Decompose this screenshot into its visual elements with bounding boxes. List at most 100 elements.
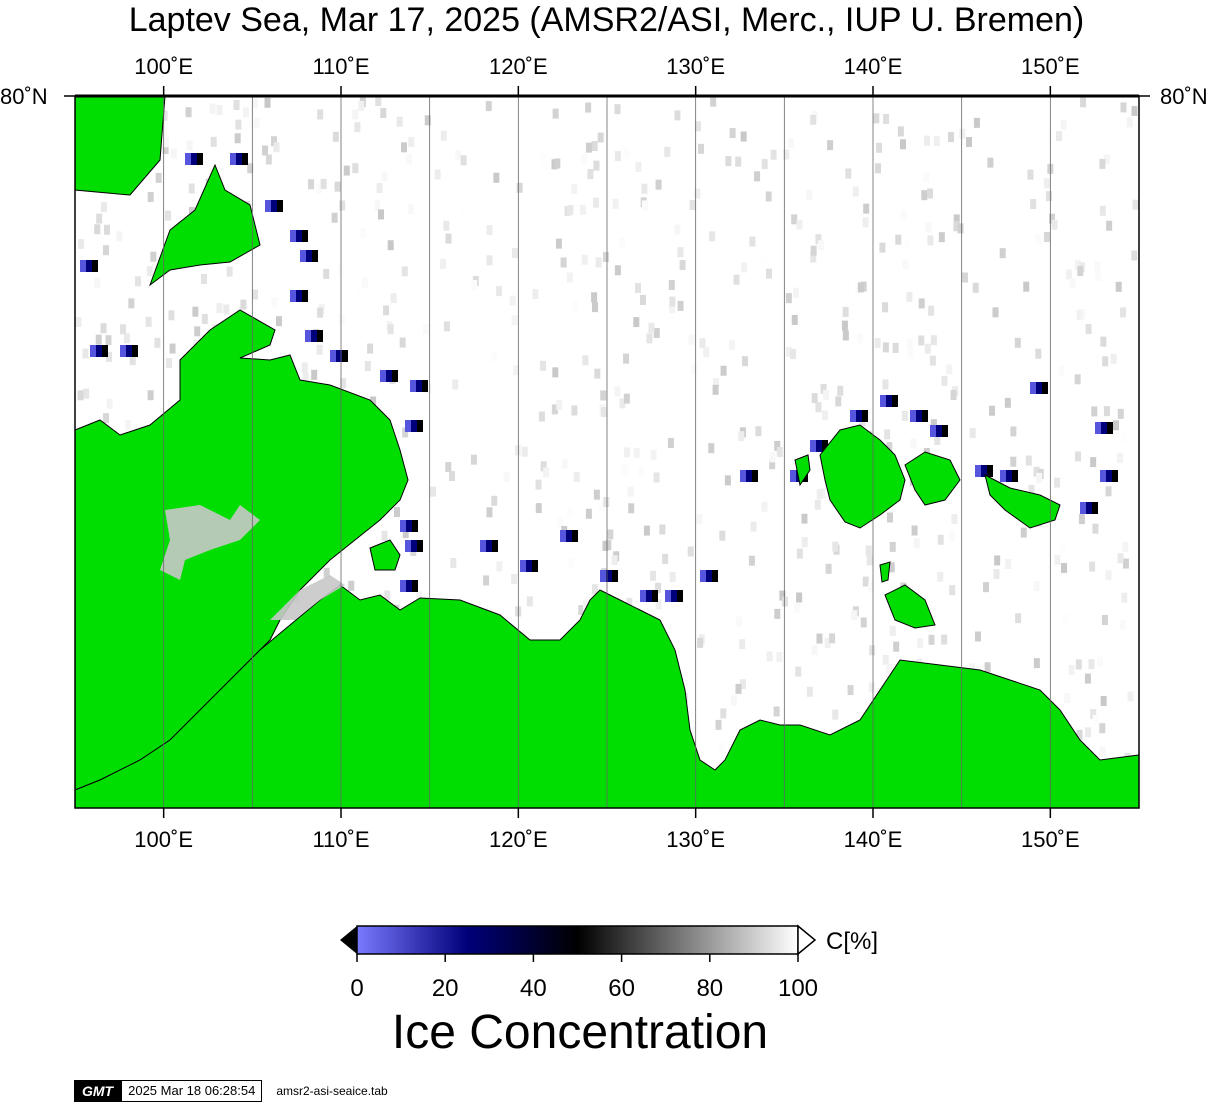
ice-pixel [302,372,309,383]
ice-pixel [1092,715,1099,726]
ice-pixel [94,277,101,288]
ice-pixel [950,389,957,400]
ice-pixel [1097,656,1104,667]
ice-pixel [361,277,368,288]
ice-pixel [827,140,834,151]
ice-pixel [614,265,621,276]
ice-pixel [949,531,956,542]
ice-pixel [188,183,195,194]
ice-pixel [928,305,935,316]
ice-pixel [933,136,940,147]
ice-pixel [917,638,924,649]
ice-pixel [614,104,621,115]
low-concentration-pixel [405,420,411,432]
low-concentration-pixel [910,410,916,422]
ice-pixel [852,186,859,197]
ice-pixel [460,209,467,220]
ice-pixel [573,471,580,482]
low-concentration-pixel [417,540,423,552]
ice-pixel [650,570,657,581]
ice-pixel [352,163,359,174]
ice-pixel [876,142,883,153]
ice-pixel [116,231,123,242]
ice-pixel [733,274,740,285]
ice-pixel [526,596,533,607]
ice-pixel [251,98,258,109]
ice-pixel [552,367,559,378]
ice-pixel [668,279,675,290]
low-concentration-pixel [406,580,412,592]
ice-pixel [962,272,969,283]
ice-pixel [485,101,492,112]
ice-pixel [790,349,797,360]
ice-pixel [765,191,772,202]
ice-pixel [994,555,1001,566]
ice-pixel [521,446,528,457]
ice-pixel [162,144,169,155]
ice-pixel [1062,612,1069,623]
ice-pixel [703,347,710,358]
low-concentration-pixel [312,250,318,262]
ice-pixel [1091,406,1098,417]
ice-pixel [1076,729,1083,740]
ice-pixel [736,616,743,627]
ice-pixel [724,475,731,486]
ice-pixel [317,307,324,318]
ice-pixel [983,582,990,593]
ice-pixel [201,314,208,325]
low-concentration-pixel [90,345,96,357]
map-title: Laptev Sea, Mar 17, 2025 (AMSR2/ASI, Mer… [128,1,1085,39]
ice-pixel [150,251,157,262]
ice-pixel [339,314,346,325]
ice-pixel [655,582,662,593]
ice-pixel [164,210,171,221]
ice-pixel [969,428,976,439]
ice-pixel [889,625,896,636]
ice-pixel [832,541,839,552]
ice-pixel [120,324,127,335]
ice-pixel [814,499,821,510]
ice-pixel [874,163,881,174]
low-concentration-pixel [930,425,936,437]
ice-pixel [317,109,324,120]
ice-pixel [973,117,980,128]
colorbar [340,924,817,962]
ice-pixel [375,96,382,107]
ice-pixel [1110,353,1117,364]
low-concentration-pixel [746,470,752,482]
ice-pixel [1069,278,1076,289]
ice-pixel [390,293,397,304]
ice-pixel [535,479,542,490]
ice-pixel [882,302,889,313]
ice-pixel [886,663,893,674]
ice-pixel [879,242,886,253]
ice-pixel [192,306,199,317]
ice-pixel [925,222,932,233]
source-filename: amsr2-asi-seaice.tab [276,1084,388,1098]
coastal-ice-zones [160,505,345,620]
ice-pixel [595,257,602,268]
ice-pixel [582,355,589,366]
ice-pixel [635,161,642,172]
ice-pixel [253,117,260,128]
ice-pixel [761,501,768,512]
ice-pixel [708,443,715,454]
ice-pixel [927,235,934,246]
ice-pixel [860,617,867,628]
low-concentration-pixel [822,440,828,452]
ice-pixel [234,133,241,144]
ice-pixel [614,151,621,162]
colorbar-high-triangle [797,924,817,956]
low-concentration-pixel [790,470,796,482]
ice-pixel [75,316,82,327]
ice-pixel [311,369,318,380]
ice-pixel [868,581,875,592]
ice-pixel [600,390,607,401]
ice-pixel [766,268,773,279]
ice-pixel [593,489,600,500]
low-concentration-pixel [422,380,428,392]
ice-pixel [856,333,863,344]
ice-pixel [806,686,813,697]
colorbar-low-triangle [340,926,357,954]
